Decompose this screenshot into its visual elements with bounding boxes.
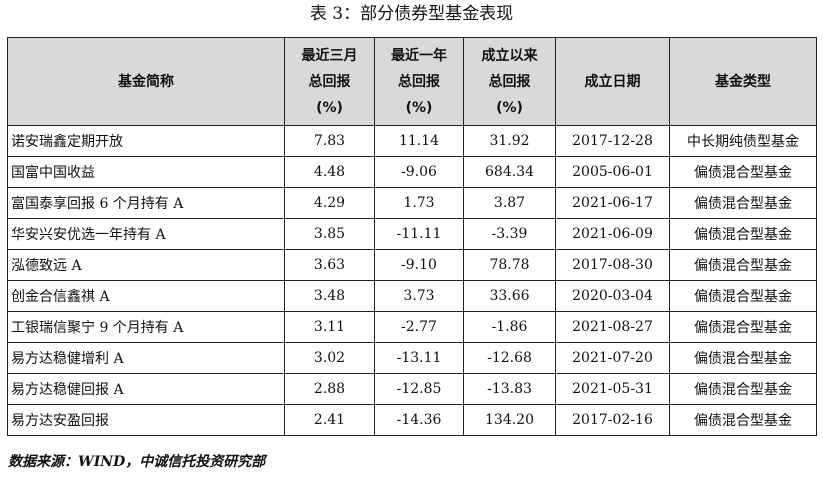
header-inception-date: 成立日期	[555, 37, 670, 126]
header-since-inception-return: 成立以来 总回报 (%)	[463, 37, 556, 126]
cell-1y-return: 11.14	[374, 125, 464, 157]
table-row: 工银瑞信聚宁 9 个月持有 A 3.11 -2.77 -1.86 2021-08…	[7, 311, 817, 343]
cell-since-inception-return: 78.78	[463, 249, 556, 281]
cell-since-inception-return: 134.20	[463, 404, 556, 436]
cell-fund-type: 偏债混合型基金	[669, 342, 817, 374]
header-fund-name: 基金简称	[7, 37, 285, 126]
cell-inception-date: 2021-06-17	[555, 187, 670, 219]
cell-inception-date: 2017-12-28	[555, 125, 670, 157]
cell-fund-type: 偏债混合型基金	[669, 249, 817, 281]
cell-inception-date: 2021-08-27	[555, 311, 670, 343]
data-source-note: 数据来源：WIND，中诚信托投资研究部	[8, 454, 266, 470]
cell-1y-return: 1.73	[374, 187, 464, 219]
cell-fund-name: 易方达稳健增利 A	[7, 342, 285, 374]
cell-fund-name: 国富中国收益	[7, 156, 285, 188]
header-fund-type: 基金类型	[669, 37, 817, 126]
cell-fund-name: 富国泰享回报 6 个月持有 A	[7, 187, 285, 219]
cell-1y-return: -12.85	[374, 373, 464, 405]
cell-inception-date: 2021-05-31	[555, 373, 670, 405]
cell-inception-date: 2020-03-04	[555, 280, 670, 312]
cell-1y-return: -2.77	[374, 311, 464, 343]
cell-fund-name: 创金合信鑫祺 A	[7, 280, 285, 312]
cell-since-inception-return: 33.66	[463, 280, 556, 312]
cell-fund-name: 华安兴安优选一年持有 A	[7, 218, 285, 250]
cell-fund-type: 偏债混合型基金	[669, 187, 817, 219]
cell-1y-return: 3.73	[374, 280, 464, 312]
cell-fund-name: 易方达稳健回报 A	[7, 373, 285, 405]
table-row: 易方达稳健回报 A 2.88 -12.85 -13.83 2021-05-31 …	[7, 373, 817, 405]
cell-3m-return: 2.88	[284, 373, 375, 405]
table-row: 国富中国收益 4.48 -9.06 684.34 2005-06-01 偏债混合…	[7, 156, 817, 188]
cell-inception-date: 2021-07-20	[555, 342, 670, 374]
cell-fund-type: 中长期纯债型基金	[669, 125, 817, 157]
cell-1y-return: -14.36	[374, 404, 464, 436]
cell-fund-type: 偏债混合型基金	[669, 373, 817, 405]
cell-fund-name: 诺安瑞鑫定期开放	[7, 125, 285, 157]
cell-fund-name: 泓德致远 A	[7, 249, 285, 281]
cell-fund-type: 偏债混合型基金	[669, 218, 817, 250]
cell-since-inception-return: -13.83	[463, 373, 556, 405]
table-row: 易方达安盈回报 2.41 -14.36 134.20 2017-02-16 偏债…	[7, 404, 817, 436]
cell-inception-date: 2017-02-16	[555, 404, 670, 436]
cell-since-inception-return: 3.87	[463, 187, 556, 219]
cell-inception-date: 2005-06-01	[555, 156, 670, 188]
table-row: 诺安瑞鑫定期开放 7.83 11.14 31.92 2017-12-28 中长期…	[7, 125, 817, 157]
cell-fund-name: 易方达安盈回报	[7, 404, 285, 436]
table-row: 泓德致远 A 3.63 -9.10 78.78 2017-08-30 偏债混合型…	[7, 249, 817, 281]
table-row: 创金合信鑫祺 A 3.48 3.73 33.66 2020-03-04 偏债混合…	[7, 280, 817, 312]
table-row: 华安兴安优选一年持有 A 3.85 -11.11 -3.39 2021-06-0…	[7, 218, 817, 250]
cell-3m-return: 4.48	[284, 156, 375, 188]
cell-3m-return: 3.48	[284, 280, 375, 312]
header-row: 基金简称 最近三月 总回报 (%) 最近一年 总回报 (%) 成立以来 总回报 …	[7, 37, 817, 126]
cell-3m-return: 3.63	[284, 249, 375, 281]
table-row: 富国泰享回报 6 个月持有 A 4.29 1.73 3.87 2021-06-1…	[7, 187, 817, 219]
cell-inception-date: 2021-06-09	[555, 218, 670, 250]
cell-since-inception-return: -3.39	[463, 218, 556, 250]
cell-3m-return: 3.11	[284, 311, 375, 343]
cell-1y-return: -9.10	[374, 249, 464, 281]
cell-3m-return: 7.83	[284, 125, 375, 157]
cell-1y-return: -9.06	[374, 156, 464, 188]
header-1y-return: 最近一年 总回报 (%)	[374, 37, 464, 126]
cell-since-inception-return: -1.86	[463, 311, 556, 343]
cell-fund-name: 工银瑞信聚宁 9 个月持有 A	[7, 311, 285, 343]
cell-fund-type: 偏债混合型基金	[669, 404, 817, 436]
header-3m-return: 最近三月 总回报 (%)	[284, 37, 375, 126]
fund-performance-table: 基金简称 最近三月 总回报 (%) 最近一年 总回报 (%) 成立以来 总回报 …	[7, 37, 817, 436]
cell-3m-return: 4.29	[284, 187, 375, 219]
cell-fund-type: 偏债混合型基金	[669, 156, 817, 188]
cell-since-inception-return: 31.92	[463, 125, 556, 157]
cell-1y-return: -13.11	[374, 342, 464, 374]
cell-3m-return: 2.41	[284, 404, 375, 436]
cell-since-inception-return: -12.68	[463, 342, 556, 374]
cell-since-inception-return: 684.34	[463, 156, 556, 188]
cell-1y-return: -11.11	[374, 218, 464, 250]
cell-inception-date: 2017-08-30	[555, 249, 670, 281]
cell-fund-type: 偏债混合型基金	[669, 280, 817, 312]
cell-3m-return: 3.85	[284, 218, 375, 250]
cell-3m-return: 3.02	[284, 342, 375, 374]
table-title: 表 3：部分债券型基金表现	[309, 4, 514, 24]
table-row: 易方达稳健增利 A 3.02 -13.11 -12.68 2021-07-20 …	[7, 342, 817, 374]
cell-fund-type: 偏债混合型基金	[669, 311, 817, 343]
